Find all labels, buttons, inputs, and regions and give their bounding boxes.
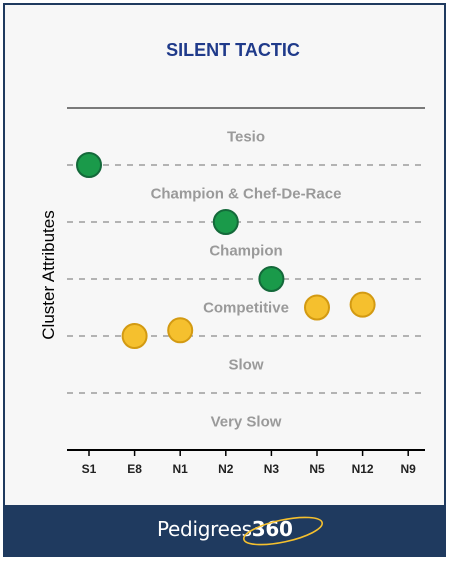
x-tick-label: E8	[127, 462, 142, 476]
band-label: Competitive	[203, 300, 289, 317]
band-labels: Tesio Champion & Chef-De-Race Champion Comp…	[151, 129, 342, 431]
data-points	[76, 152, 376, 349]
x-tick-label: N3	[264, 462, 280, 476]
data-point	[167, 317, 194, 344]
brand-text: Pedigrees	[157, 517, 252, 541]
plot-area: SILENT TACTIC Cluster Attributes Tesio Ch…	[14, 11, 443, 511]
chart-title: SILENT TACTIC	[166, 40, 300, 60]
chart-frame: SILENT TACTIC Cluster Attributes Tesio Ch…	[3, 3, 446, 557]
x-tick-label: N1	[173, 462, 189, 476]
band-label: Very Slow	[211, 414, 282, 431]
footer-bar: Pedigrees360	[5, 505, 444, 555]
x-tick-label: N9	[401, 462, 417, 476]
brand-number: 360	[251, 517, 293, 541]
x-tick-label: S1	[82, 462, 97, 476]
brand-logo: Pedigrees360	[157, 517, 293, 541]
data-point	[76, 152, 102, 178]
data-point	[304, 294, 330, 321]
band-label: Tesio	[227, 129, 265, 146]
band-label: Champion & Chef-De-Race	[151, 186, 342, 203]
x-tick-label: N2	[218, 462, 234, 476]
band-label: Slow	[228, 357, 263, 374]
x-ticks: S1 E8 N1 N2 N3 N5 N12 N9	[82, 450, 417, 476]
band-label: Champion	[209, 243, 282, 260]
data-point	[212, 209, 239, 235]
data-point	[258, 266, 285, 292]
data-point	[349, 291, 376, 318]
y-axis-label: Cluster Attributes	[39, 210, 58, 339]
chart-svg: SILENT TACTIC Cluster Attributes Tesio Ch…	[39, 40, 425, 476]
x-tick-label: N5	[309, 462, 325, 476]
x-tick-label: N12	[352, 462, 374, 476]
data-point	[121, 323, 148, 349]
